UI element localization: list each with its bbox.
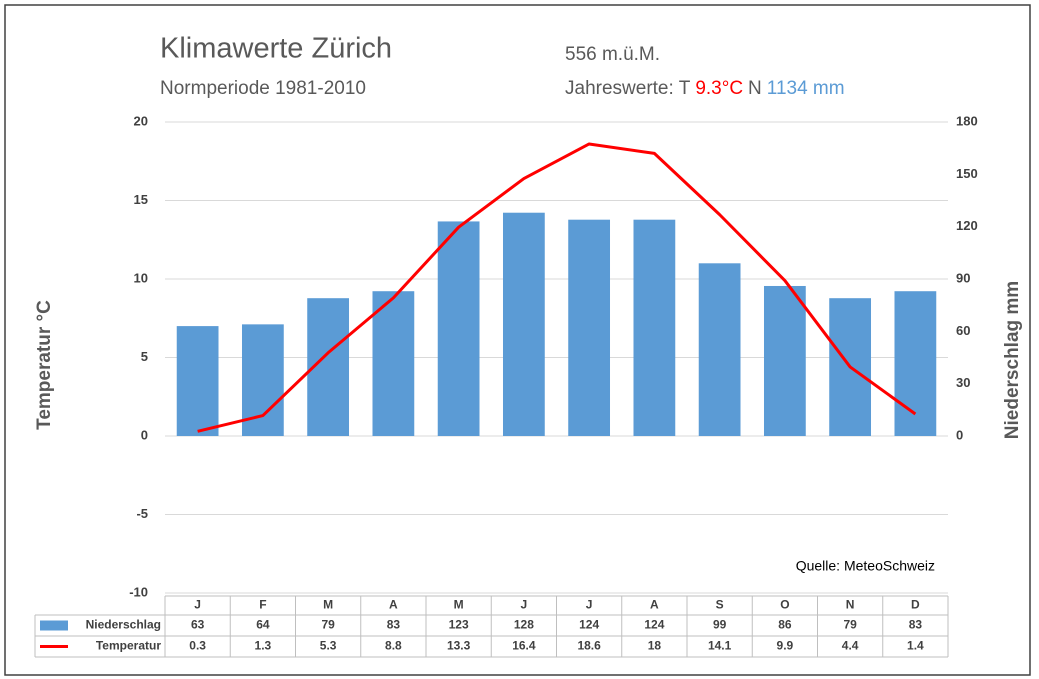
table-value: 4.4	[842, 639, 859, 653]
x-tick-label: O	[780, 598, 789, 612]
table-value: 0.3	[189, 639, 206, 653]
table-value: 124	[579, 618, 599, 632]
x-tick-label: N	[846, 598, 855, 612]
x-tick-label: A	[389, 598, 398, 612]
table-value: 123	[449, 618, 469, 632]
x-tick-label: J	[521, 598, 528, 612]
table-value: 1.3	[255, 639, 272, 653]
y2-tick-label: 30	[956, 375, 970, 390]
y-tick-label: -5	[136, 506, 148, 521]
table-value: 128	[514, 618, 534, 632]
annual-values: Jahreswerte: T 9.3°C N 1134 mm	[565, 78, 845, 99]
table-value: 79	[321, 618, 335, 632]
table-value: 14.1	[708, 639, 732, 653]
y-tick-label: 20	[134, 113, 148, 128]
table-value: 124	[644, 618, 664, 632]
bar	[698, 263, 741, 436]
x-tick-label: M	[323, 598, 333, 612]
table-value: 99	[713, 618, 727, 632]
table-value: 18	[648, 639, 662, 653]
annual-precipitation: 1134 mm	[767, 78, 845, 99]
x-tick-label: J	[194, 598, 201, 612]
y2-tick-label: 0	[956, 427, 963, 442]
x-tick-label: F	[259, 598, 266, 612]
y-axis-title: Temperatur °C	[34, 300, 55, 430]
y2-tick-label: 60	[956, 323, 970, 338]
table-value: 13.3	[447, 639, 471, 653]
y-tick-label: 15	[134, 192, 148, 207]
annual-precip-label: N	[748, 78, 762, 99]
table-value: 63	[191, 618, 205, 632]
y-tick-label: -10	[129, 584, 148, 599]
table-value: 83	[909, 618, 923, 632]
x-tick-label: S	[716, 598, 724, 612]
bar	[568, 219, 611, 436]
legend-label: Temperatur	[96, 639, 161, 653]
x-tick-label: A	[650, 598, 659, 612]
y2-tick-label: 180	[956, 113, 978, 128]
x-tick-label: M	[454, 598, 464, 612]
table-value: 9.9	[777, 639, 794, 653]
annual-label: Jahreswerte: T	[565, 78, 691, 99]
bar	[372, 291, 415, 436]
table-value: 5.3	[320, 639, 337, 653]
table-value: 83	[387, 618, 401, 632]
y2-tick-label: 120	[956, 218, 978, 233]
bar	[763, 285, 806, 436]
table-value: 18.6	[577, 639, 601, 653]
y-tick-label: 0	[141, 427, 148, 442]
annual-temperature: 9.3°C	[695, 78, 743, 99]
elevation: 556 m.ü.M.	[565, 44, 660, 65]
bar	[894, 291, 937, 436]
table-value: 16.4	[512, 639, 536, 653]
chart-title: Klimawerte Zürich	[160, 33, 392, 65]
x-tick-label: D	[911, 598, 920, 612]
bar	[633, 219, 676, 436]
temperature-line	[197, 142, 917, 433]
legend-swatch	[40, 620, 68, 631]
table-value: 86	[778, 618, 792, 632]
x-tick-label: J	[586, 598, 593, 612]
y2-axis-title: Niederschlag mm	[1002, 281, 1023, 439]
table-value: 1.4	[907, 639, 924, 653]
bar	[437, 221, 480, 436]
chart-subtitle: Normperiode 1981-2010	[160, 78, 366, 99]
y-tick-label: 5	[141, 349, 148, 364]
source: Quelle: MeteoSchweiz	[796, 558, 935, 574]
bar	[176, 326, 219, 436]
legend-label: Niederschlag	[86, 618, 161, 632]
bar	[502, 212, 545, 436]
y2-tick-label: 90	[956, 270, 970, 285]
bar	[241, 324, 284, 436]
y-tick-label: 10	[134, 270, 148, 285]
y2-tick-label: 150	[956, 166, 978, 181]
table-value: 64	[256, 618, 270, 632]
table-value: 79	[843, 618, 857, 632]
table-value: 8.8	[385, 639, 402, 653]
